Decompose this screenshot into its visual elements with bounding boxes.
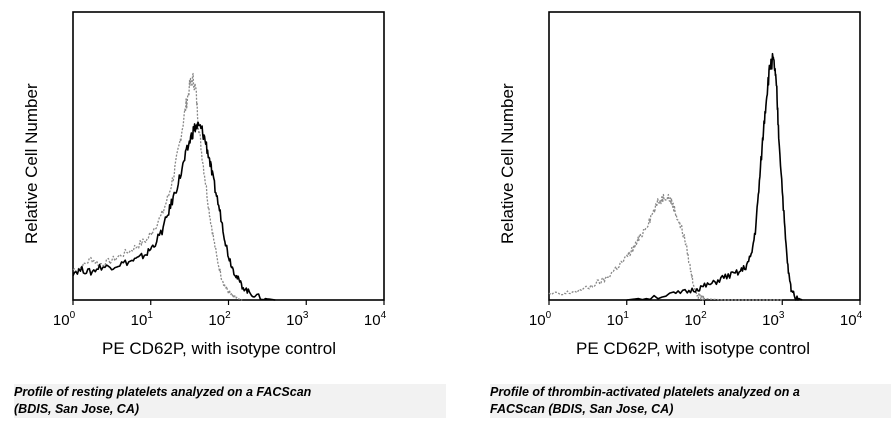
x-tick-label: 102 xyxy=(208,310,231,329)
x-tick-label: 103 xyxy=(286,310,309,329)
plot-frame xyxy=(548,11,861,301)
isotype-control-histogram-line xyxy=(548,193,783,301)
left-histogram-chart: 100 101 102 103 104 xyxy=(53,11,387,329)
x-tick-label: 101 xyxy=(607,310,630,329)
isotype-control-histogram-line xyxy=(72,72,243,301)
left-x-axis-label: PE CD62P, with isotype control xyxy=(102,339,337,358)
left-plot-background xyxy=(0,0,420,382)
left-y-axis-label: Relative Cell Number xyxy=(22,83,41,244)
right-histogram-chart: 100 101 102 103 104 xyxy=(529,11,863,329)
right-figure-panel: 100 101 102 103 104 Relative Cell Number PE … xyxy=(476,0,891,432)
x-tick-label: 101 xyxy=(131,310,154,329)
x-tick-label: 100 xyxy=(53,310,76,329)
right-x-axis-label: PE CD62P, with isotype control xyxy=(576,339,811,358)
x-tick-label: 104 xyxy=(364,310,387,329)
x-tick-label: 103 xyxy=(762,310,785,329)
right-caption-line-2: FACScan (BDIS, San Jose, CA) xyxy=(490,402,674,416)
left-caption-line-2: (BDIS, San Jose, CA) xyxy=(14,402,140,416)
x-tick-label: 100 xyxy=(529,310,552,329)
right-plot-background xyxy=(490,0,890,382)
left-caption-line-1: Profile of resting platelets analyzed on… xyxy=(14,385,312,399)
left-figure-panel: 100 101 102 103 104 Relative Cell Number PE … xyxy=(0,0,446,418)
left-figure-caption: Profile of resting platelets analyzed on… xyxy=(14,384,446,418)
right-caption-line-1: Profile of thrombin-activated platelets … xyxy=(490,385,800,399)
right-y-axis-label: Relative Cell Number xyxy=(498,83,517,244)
cd62p-histogram-line xyxy=(626,52,803,301)
x-tick-label: 104 xyxy=(840,310,863,329)
right-figure-caption: Profile of thrombin-activated platelets … xyxy=(490,384,891,418)
x-tick-label: 102 xyxy=(684,310,707,329)
cd62p-histogram-line xyxy=(72,121,276,301)
